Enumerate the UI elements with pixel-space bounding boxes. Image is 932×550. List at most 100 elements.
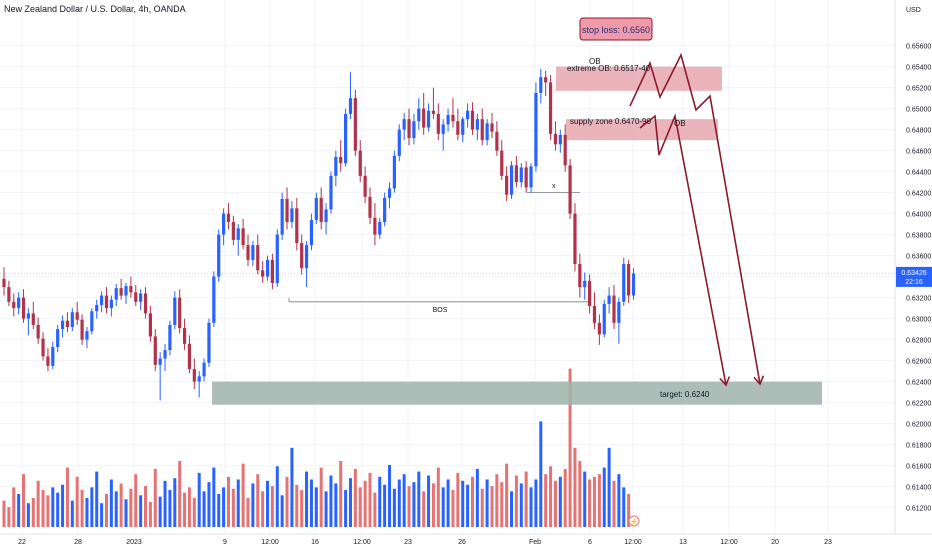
- x-tick-label: 20: [771, 539, 779, 546]
- candle-body: [309, 219, 314, 246]
- target-label: target: 0.6240: [660, 390, 710, 399]
- candle-body: [387, 188, 392, 198]
- candle-body: [617, 301, 621, 323]
- candle-body: [143, 293, 148, 314]
- candle-body: [348, 98, 353, 114]
- y-tick-label: 0.61200: [906, 506, 931, 513]
- candle-body: [153, 336, 157, 365]
- volume-bar: [2, 500, 6, 527]
- candles[interactable]: [2, 68, 636, 401]
- volume-bar: [388, 464, 392, 527]
- last-price-value: 0.63426: [901, 270, 926, 277]
- volume-bar: [109, 479, 113, 527]
- volume-bar: [56, 492, 60, 527]
- candle-body: [461, 119, 465, 135]
- y-tick-label: 0.63000: [906, 317, 931, 324]
- volume-bar: [22, 474, 26, 527]
- y-tick-label: 0.61800: [906, 443, 931, 450]
- volume-bar: [431, 483, 435, 527]
- y-tick-label: 0.64400: [906, 170, 931, 177]
- candle-body: [148, 313, 152, 337]
- candle-body: [46, 356, 50, 366]
- volume-bar: [485, 479, 489, 527]
- volume-bar: [319, 467, 323, 527]
- candle-body: [173, 297, 177, 325]
- volume-bar: [363, 480, 367, 527]
- candle-body: [212, 276, 216, 323]
- x-tick-label: 22: [18, 539, 26, 546]
- volume-bar: [368, 472, 372, 527]
- y-tick-label: 0.61600: [906, 464, 931, 471]
- x-tick-label: 23: [404, 539, 412, 546]
- volume-bar: [36, 480, 40, 527]
- volume-bar: [124, 499, 128, 527]
- volume-bar: [163, 480, 167, 527]
- volume-bar: [251, 483, 255, 527]
- candle-body: [187, 343, 192, 370]
- volume-bar: [427, 475, 431, 527]
- stop-loss-text: stop loss: 0.6560: [582, 25, 650, 35]
- candle-body: [290, 208, 294, 223]
- x-tick-label: 6: [588, 539, 592, 546]
- ob-label-lower: OB: [674, 119, 686, 128]
- volume-bar: [217, 494, 221, 527]
- y-tick-label: 0.62800: [906, 338, 931, 345]
- volume-bar: [246, 497, 250, 527]
- volume-bar: [519, 483, 523, 527]
- candle-body: [407, 119, 411, 139]
- volume-bar: [456, 472, 460, 527]
- volume-bar: [256, 474, 260, 527]
- currency-label: USD: [906, 7, 921, 14]
- candle-body: [158, 358, 162, 365]
- candle-body: [168, 324, 172, 351]
- supply-zone: [566, 119, 718, 141]
- candle-body: [558, 134, 562, 145]
- volume-bar: [417, 471, 421, 527]
- volume-bar: [290, 447, 294, 527]
- volume-bar: [226, 476, 230, 527]
- candle-body: [475, 119, 479, 130]
- grid: [0, 0, 895, 534]
- candle-body: [553, 133, 558, 145]
- volume-bar: [563, 468, 567, 527]
- last-price-box: [896, 266, 932, 287]
- volume-bar: [31, 497, 35, 527]
- target-zone: [212, 381, 822, 405]
- last-price-badge: 0.63426 22:16: [896, 266, 932, 287]
- volume-bar: [202, 491, 206, 527]
- candle-body: [544, 77, 548, 83]
- candle-body: [124, 286, 128, 296]
- x-tick-label: 12:00: [261, 539, 279, 546]
- candle-body: [17, 297, 21, 309]
- y-tick-label: 0.61400: [906, 485, 931, 492]
- candle-body: [7, 287, 11, 302]
- candle-body: [178, 297, 182, 329]
- volume-bar: [85, 497, 89, 527]
- candle-body: [60, 320, 65, 330]
- stop-loss-label: stop loss: 0.6560: [579, 17, 653, 41]
- volume-bar: [144, 486, 148, 527]
- x-tick-label: 28: [74, 539, 82, 546]
- volume-bar: [505, 463, 509, 527]
- candle-body: [192, 369, 196, 382]
- volume-bar: [309, 479, 313, 527]
- volume-bar: [80, 490, 84, 527]
- candle-body: [21, 297, 26, 319]
- volume-bar: [592, 476, 596, 527]
- extreme-ob-label: extreme OB: 0.6517-40: [567, 64, 651, 73]
- volume-bar: [70, 500, 74, 527]
- candle-body: [41, 338, 45, 357]
- candle-body: [114, 288, 118, 300]
- candle-body: [436, 113, 440, 134]
- candle-body: [90, 311, 94, 332]
- candle-body: [524, 167, 528, 188]
- volume-bar: [627, 494, 631, 527]
- volume-bar: [451, 490, 455, 527]
- candle-body: [314, 197, 318, 220]
- candle-body: [612, 295, 616, 323]
- volume-bar: [285, 476, 289, 527]
- volume-bar: [222, 487, 226, 527]
- volume-bar: [12, 487, 16, 527]
